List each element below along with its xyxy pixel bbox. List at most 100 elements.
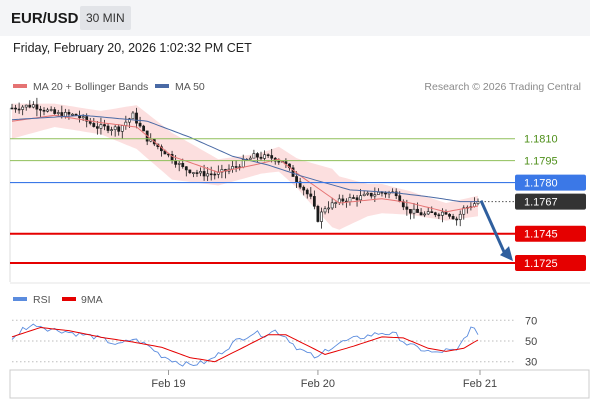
candle-body [316,205,320,222]
candle-body [71,113,74,116]
ma20-legend-swatch [13,84,27,88]
candle-body [53,109,57,114]
candle-body [462,207,466,215]
candle-body [334,202,338,204]
forecast-arrow-head [500,246,513,262]
candle-body [302,186,306,191]
candle-body [266,154,270,157]
rsi-tick-label: 70 [525,315,537,327]
candle-body [362,193,366,197]
candle-body [10,107,14,110]
candle-body [39,108,42,111]
candle-body [17,108,21,111]
candle-body [352,197,355,199]
candle-body [259,156,263,159]
candle-body [369,192,373,197]
credit-label: Research © 2026 Trading Central [424,81,581,93]
support-label: 1.1745 [524,229,558,241]
candle-body [24,104,28,108]
candle-body [248,157,252,160]
candle-body [199,171,202,174]
rsi-tick-label: 30 [525,357,537,369]
candle-body [309,193,313,197]
candle-body [31,104,35,108]
ma50-legend-swatch [155,84,169,88]
candle-body [298,181,302,188]
candle-body [373,194,377,197]
candle-body [291,167,295,177]
candle-body [312,196,316,207]
x-axis-frame [9,369,590,399]
candle-body [46,109,49,112]
candle-body [56,112,60,114]
ma50-line [11,114,478,203]
candle-body [409,209,412,214]
candle-body [355,197,359,201]
support-badge [515,225,586,242]
x-tick-label: Feb 21 [463,378,497,390]
candle-body [213,173,217,176]
x-tick-label: Feb 19 [151,378,185,390]
candle-body [188,169,192,174]
candle-body [135,112,138,124]
candle-body [341,198,345,202]
candle-body [206,173,210,177]
candle-body [120,125,124,132]
rsi-legend-label: RSI [33,294,51,306]
candle-body [28,104,32,108]
candle-body [448,213,451,217]
candle-body [127,118,131,123]
candle-body [412,208,416,214]
x-tick-label: Feb 20 [301,378,335,390]
candle-body [455,218,459,221]
candle-body [437,214,441,217]
candle-body [117,126,121,132]
candle-body [327,207,330,210]
candle-body [106,125,110,131]
candle-body [14,107,17,110]
candle-body [398,195,402,202]
rsi-ma-line [11,326,479,363]
candle-body [295,176,298,183]
candle-body [67,112,71,115]
candle-body [270,155,274,159]
candle-body [444,211,448,215]
level-lines: 1.1810 1.1795 1.1780 1.1767 1.1745 1.1725 [10,134,586,271]
x-axis: Feb 19 Feb 20 Feb 21 [151,370,497,390]
candle-body [184,166,188,171]
candle-body [430,211,434,214]
candle-body [256,153,259,158]
candle-body [348,197,352,203]
ma20-legend-label: MA 20 + Bollinger Bands [33,81,148,93]
candle-body [441,211,444,216]
candle-body [177,163,181,165]
candle-body [113,126,117,130]
candle-body [426,211,430,215]
candle-body [384,192,387,195]
candle-body [49,109,53,111]
candle-body [85,116,89,122]
candle-body [277,160,281,163]
current-price-badge [515,193,586,210]
rsi-line [11,323,479,367]
candle-body [103,124,106,127]
candle-body [419,212,423,216]
candle-body [192,172,195,174]
candle-body [252,153,256,159]
support-label: 1.1725 [524,258,558,270]
candle-body [95,126,99,129]
candle-body [366,192,370,195]
candle-body [142,125,146,132]
candle-body [416,208,419,213]
candle-body [99,124,103,129]
ma50-legend-label: MA 50 [175,81,205,93]
rsi-plot: 30 50 70 [11,315,537,369]
candle-body [42,109,46,112]
timeframe-button[interactable]: 30 MIN [80,6,131,30]
support-badge [515,254,586,271]
candle-body [231,166,234,170]
candle-body [81,116,85,119]
rsi-ma-legend-label: 9MA [81,294,103,306]
